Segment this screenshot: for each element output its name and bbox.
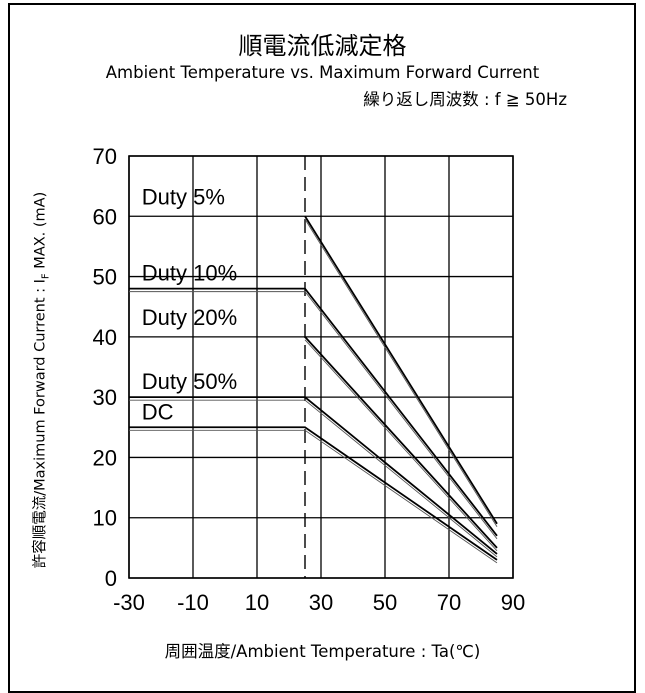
y-tick-label: 30 (93, 385, 117, 410)
chart-condition: 繰り返し周波数 : f ≧ 50Hz (363, 90, 567, 109)
y-tick-label: 40 (93, 325, 117, 350)
chart-plot: Duty 5% Duty 10% Duty 20% Duty 50% DC 0 10 20 30… (93, 144, 526, 615)
x-tick-label: 30 (309, 590, 333, 615)
series-line-dc-shadow (129, 429, 498, 564)
y-tick-label: 0 (105, 566, 117, 591)
series-line-duty-50 (129, 396, 498, 555)
chart-title: 順電流低減定格 (238, 32, 407, 60)
y-tick-label: 10 (93, 506, 117, 531)
series-line-duty-50-shadow (129, 399, 498, 558)
y-tick-label: 70 (93, 144, 117, 169)
x-axis-label: 周囲温度/Ambient Temperature : Ta(℃) (164, 642, 481, 661)
x-tick-label: 10 (245, 590, 269, 615)
series-line-duty-10-shadow (129, 291, 498, 540)
series-line-duty-20-shadow (304, 339, 498, 552)
series-label: Duty 10% (142, 261, 237, 286)
series-line-dc (129, 426, 498, 561)
series-line-duty-5 (304, 215, 498, 525)
series-label: Duty 20% (142, 305, 237, 330)
series-label: Duty 5% (142, 184, 225, 209)
plot-area-border (128, 155, 514, 579)
x-tick-label: 90 (501, 590, 525, 615)
series-label: DC (142, 399, 174, 424)
x-tick-label: -30 (113, 590, 145, 615)
y-tick-label: 50 (93, 265, 117, 290)
y-tick-label: 20 (93, 445, 117, 470)
chart-subtitle: Ambient Temperature vs. Maximum Forward … (105, 63, 540, 82)
series-line-duty-10 (129, 287, 498, 537)
series-line-duty-5-shadow (304, 219, 498, 527)
series-line-duty-20 (304, 336, 498, 549)
x-tick-label: -10 (177, 590, 209, 615)
x-tick-label: 70 (437, 590, 461, 615)
x-tick-label: 50 (373, 590, 397, 615)
y-tick-label: 60 (93, 204, 117, 229)
series-label: Duty 50% (142, 369, 237, 394)
